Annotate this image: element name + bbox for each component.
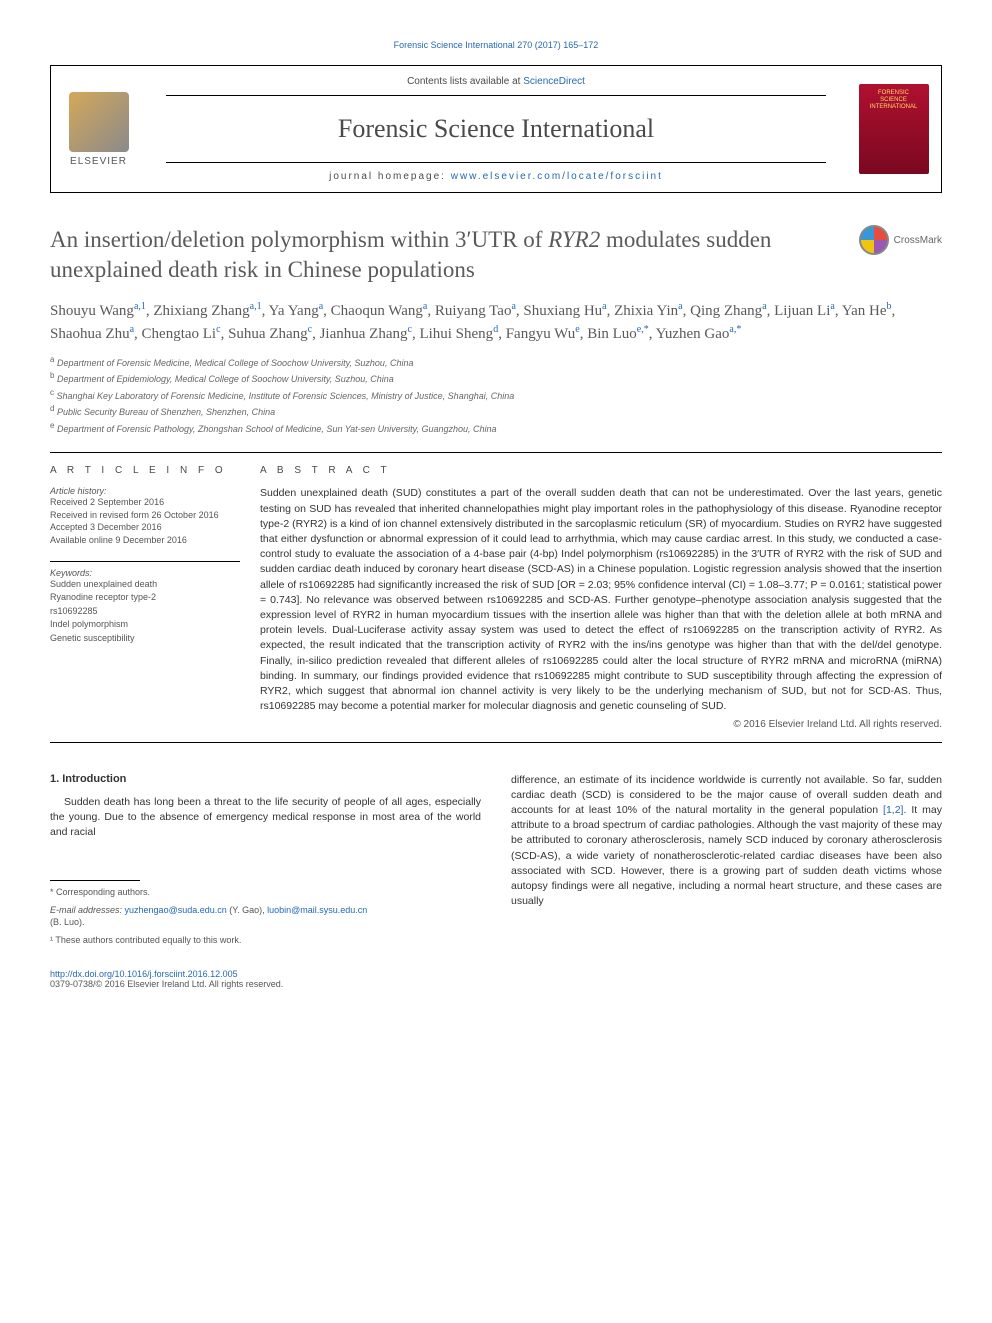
history-item: Received in revised form 26 October 2016 bbox=[50, 509, 240, 522]
body-col-right: difference, an estimate of its incidence… bbox=[511, 773, 942, 947]
keywords-list: Sudden unexplained deathRyanodine recept… bbox=[50, 578, 240, 646]
affiliations-list: a Department of Forensic Medicine, Medic… bbox=[50, 354, 942, 437]
issn-copyright: 0379-0738/© 2016 Elsevier Ireland Ltd. A… bbox=[50, 979, 283, 989]
title-row: An insertion/deletion polymorphism withi… bbox=[50, 225, 942, 285]
cover-text-1: FORENSIC bbox=[878, 90, 909, 97]
contents-prefix: Contents lists available at bbox=[407, 76, 523, 87]
article-info-heading: A R T I C L E I N F O bbox=[50, 465, 240, 476]
publisher-name: ELSEVIER bbox=[70, 156, 127, 167]
header-center: Contents lists available at ScienceDirec… bbox=[146, 66, 846, 192]
article-info-sidebar: A R T I C L E I N F O Article history: R… bbox=[50, 453, 260, 729]
affiliation-item: c Shanghai Key Laboratory of Forensic Me… bbox=[50, 387, 942, 404]
abstract-text: Sudden unexplained death (SUD) constitut… bbox=[260, 486, 942, 714]
publisher-logo[interactable]: ELSEVIER bbox=[51, 66, 146, 192]
citation-header[interactable]: Forensic Science International 270 (2017… bbox=[50, 40, 942, 50]
crossmark-button[interactable]: CrossMark bbox=[859, 225, 942, 255]
crossmark-icon bbox=[859, 225, 889, 255]
contents-available-line: Contents lists available at ScienceDirec… bbox=[166, 76, 826, 96]
info-row: A R T I C L E I N F O Article history: R… bbox=[50, 453, 942, 729]
crossmark-label: CrossMark bbox=[894, 235, 942, 246]
footnote-divider bbox=[50, 880, 140, 881]
divider bbox=[50, 742, 942, 743]
email-name-2: (B. Luo). bbox=[50, 917, 85, 927]
affiliation-item: d Public Security Bureau of Shenzhen, Sh… bbox=[50, 403, 942, 420]
elsevier-tree-icon bbox=[69, 92, 129, 152]
homepage-link[interactable]: www.elsevier.com/locate/forsciint bbox=[451, 171, 663, 182]
email-label: E-mail addresses: bbox=[50, 905, 125, 915]
affiliation-item: a Department of Forensic Medicine, Medic… bbox=[50, 354, 942, 371]
history-item: Accepted 3 December 2016 bbox=[50, 521, 240, 534]
abstract-heading: A B S T R A C T bbox=[260, 465, 942, 476]
intro-paragraph-1: Sudden death has long been a threat to t… bbox=[50, 795, 481, 841]
cover-thumbnail: FORENSIC SCIENCE INTERNATIONAL bbox=[859, 84, 929, 174]
keyword-item: Indel polymorphism bbox=[50, 618, 240, 632]
keyword-item: Genetic susceptibility bbox=[50, 632, 240, 646]
copyright-line: © 2016 Elsevier Ireland Ltd. All rights … bbox=[260, 719, 942, 730]
history-list: Received 2 September 2016Received in rev… bbox=[50, 496, 240, 546]
journal-cover[interactable]: FORENSIC SCIENCE INTERNATIONAL bbox=[846, 66, 941, 192]
keyword-item: Ryanodine receptor type-2 bbox=[50, 591, 240, 605]
email-name-1: (Y. Gao), bbox=[227, 905, 267, 915]
article-title: An insertion/deletion polymorphism withi… bbox=[50, 225, 843, 285]
cover-text-3: INTERNATIONAL bbox=[870, 104, 918, 111]
keywords-label: Keywords: bbox=[50, 561, 240, 578]
section-heading: 1. Introduction bbox=[50, 773, 481, 785]
homepage-prefix: journal homepage: bbox=[329, 171, 451, 182]
title-italic: RYR2 bbox=[548, 227, 600, 252]
sciencedirect-link[interactable]: ScienceDirect bbox=[523, 76, 585, 87]
journal-header-box: ELSEVIER Contents lists available at Sci… bbox=[50, 65, 942, 193]
keyword-item: rs10692285 bbox=[50, 605, 240, 619]
affiliation-item: b Department of Epidemiology, Medical Co… bbox=[50, 370, 942, 387]
cover-text-2: SCIENCE bbox=[880, 97, 907, 104]
title-part1: An insertion/deletion polymorphism withi… bbox=[50, 227, 548, 252]
email-note: E-mail addresses: yuzhengao@suda.edu.cn … bbox=[50, 904, 481, 929]
body-col-left: 1. Introduction Sudden death has long be… bbox=[50, 773, 481, 947]
journal-title: Forensic Science International bbox=[166, 114, 826, 144]
history-item: Received 2 September 2016 bbox=[50, 496, 240, 509]
abstract-column: A B S T R A C T Sudden unexplained death… bbox=[260, 453, 942, 729]
col2-text-pre: difference, an estimate of its incidence… bbox=[511, 774, 942, 816]
email-link-1[interactable]: yuzhengao@suda.edu.cn bbox=[125, 905, 227, 915]
doi-link[interactable]: http://dx.doi.org/10.1016/j.forsciint.20… bbox=[50, 969, 238, 979]
footer: http://dx.doi.org/10.1016/j.forsciint.20… bbox=[50, 969, 942, 989]
intro-paragraph-1-cont: difference, an estimate of its incidence… bbox=[511, 773, 942, 910]
affiliation-item: e Department of Forensic Pathology, Zhon… bbox=[50, 420, 942, 437]
authors-list: Shouyu Wanga,1, Zhixiang Zhanga,1, Ya Ya… bbox=[50, 299, 942, 346]
journal-homepage-line: journal homepage: www.elsevier.com/locat… bbox=[166, 162, 826, 182]
email-link-2[interactable]: luobin@mail.sysu.edu.cn bbox=[267, 905, 367, 915]
equal-contribution-note: ¹ These authors contributed equally to t… bbox=[50, 934, 481, 947]
article-block: An insertion/deletion polymorphism withi… bbox=[50, 225, 942, 743]
corresponding-note: * Corresponding authors. bbox=[50, 886, 481, 899]
history-label: Article history: bbox=[50, 486, 240, 496]
reference-link[interactable]: [1,2] bbox=[883, 804, 903, 816]
keyword-item: Sudden unexplained death bbox=[50, 578, 240, 592]
history-item: Available online 9 December 2016 bbox=[50, 534, 240, 547]
col2-text-post: . It may attribute to a broad spectrum o… bbox=[511, 804, 942, 907]
body-columns: 1. Introduction Sudden death has long be… bbox=[50, 773, 942, 947]
